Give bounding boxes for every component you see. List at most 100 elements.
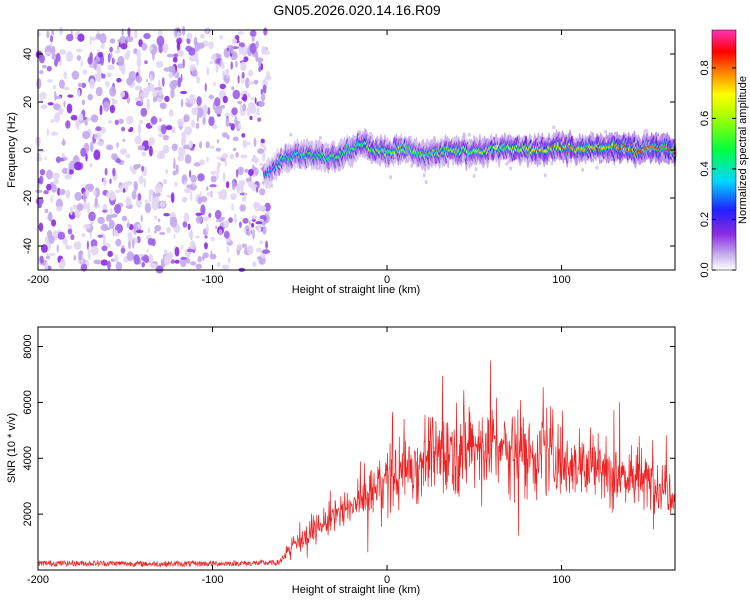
- noise-blob: [138, 175, 144, 185]
- noise-blob: [36, 156, 43, 162]
- noise-blob: [195, 122, 200, 129]
- noise-blob: [107, 260, 111, 270]
- noise-blob: [215, 225, 218, 229]
- noise-blob: [100, 43, 105, 49]
- noise-blob: [93, 59, 98, 71]
- colorbar-tick-label: 0.2: [699, 212, 711, 227]
- noise-blob: [257, 57, 264, 63]
- noise-blob: [261, 46, 267, 55]
- noise-blob: [111, 97, 115, 103]
- noise-blob: [50, 131, 59, 136]
- noise-blob: [175, 164, 179, 175]
- noise-blob: [125, 180, 133, 186]
- snr-line: [37, 360, 676, 568]
- noise-blob: [180, 256, 188, 260]
- colorbar-tick-label: 0.0: [699, 262, 711, 277]
- noise-blob: [260, 88, 263, 95]
- noise-blob: [251, 222, 255, 228]
- noise-blob: [241, 196, 245, 202]
- noise-blob: [46, 30, 50, 38]
- noise-blob: [195, 56, 199, 66]
- noise-blob: [266, 70, 271, 79]
- noise-blob: [60, 258, 66, 269]
- noise-blob: [257, 148, 265, 154]
- noise-blob: [78, 250, 83, 261]
- noise-blob: [197, 256, 202, 263]
- noise-blob: [147, 227, 151, 234]
- noise-blob: [141, 261, 145, 268]
- noise-blob: [260, 63, 264, 71]
- noise-blob: [231, 107, 238, 116]
- noise-blob: [144, 257, 150, 264]
- noise-blob: [235, 152, 239, 158]
- noise-blob: [76, 122, 80, 131]
- noise-blob: [85, 152, 88, 162]
- y-tick-label: 4000: [22, 446, 34, 470]
- noise-blob: [183, 114, 190, 123]
- noise-blob: [178, 146, 186, 157]
- noise-blob: [80, 147, 87, 157]
- noise-blob: [148, 189, 154, 196]
- noise-blob: [188, 230, 194, 239]
- noise-blob: [70, 114, 78, 121]
- noise-blob: [152, 96, 157, 103]
- noise-blob: [157, 133, 165, 138]
- noise-blob: [241, 133, 246, 138]
- noise-blob: [112, 167, 116, 177]
- noise-blob: [230, 61, 233, 70]
- noise-blob: [63, 100, 66, 108]
- noise-blob: [229, 153, 235, 160]
- noise-blob: [232, 136, 239, 142]
- noise-blob: [126, 251, 134, 262]
- noise-blob: [239, 221, 242, 228]
- noise-blob: [181, 197, 188, 203]
- noise-blob: [71, 70, 80, 80]
- noise-blob: [256, 223, 262, 233]
- noise-blob: [221, 264, 230, 270]
- noise-blob: [121, 28, 124, 37]
- noise-blob: [254, 97, 257, 104]
- noise-blob: [106, 72, 112, 78]
- noise-blob: [73, 241, 82, 250]
- noise-blob: [121, 215, 128, 222]
- noise-blob: [105, 80, 110, 88]
- noise-blob: [218, 229, 223, 236]
- noise-blob: [101, 245, 108, 252]
- noise-blob: [186, 258, 191, 264]
- noise-blob: [51, 184, 57, 193]
- noise-blob: [43, 190, 49, 195]
- noise-blob: [206, 223, 209, 233]
- noise-blob: [147, 238, 154, 246]
- noise-blob: [250, 97, 254, 101]
- noise-blob: [262, 225, 267, 235]
- noise-blob: [231, 203, 234, 211]
- noise-blob: [200, 33, 205, 39]
- noise-blob: [154, 215, 158, 220]
- noise-blob: [109, 86, 117, 97]
- noise-blob: [143, 87, 150, 98]
- noise-blob: [242, 103, 247, 112]
- snr-panel: -200 -100 0 100 2000 4000 6000 8000 Height of …: [6, 326, 676, 596]
- noise-blob: [132, 239, 135, 249]
- noise-blob: [59, 49, 67, 55]
- noise-blob: [86, 240, 89, 250]
- noise-blob: [146, 98, 150, 110]
- noise-blob: [80, 60, 83, 67]
- noise-blob: [137, 193, 142, 201]
- noise-blob: [134, 97, 142, 101]
- noise-blob: [209, 145, 215, 149]
- noise-blob: [202, 252, 209, 259]
- noise-blob: [206, 156, 209, 163]
- noise-blob: [83, 223, 91, 230]
- noise-blob: [134, 29, 138, 39]
- noise-blob: [255, 50, 259, 61]
- noise-blob: [152, 50, 155, 61]
- noise-blob: [209, 60, 213, 65]
- noise-blob: [135, 75, 143, 83]
- noise-blob: [94, 196, 98, 207]
- y-tick-label: 0: [22, 147, 34, 153]
- spectrogram-x-ticks: -200 -100 0 100: [27, 30, 571, 286]
- noise-blob: [193, 36, 198, 46]
- noise-blob: [76, 55, 82, 61]
- noise-blob: [48, 211, 53, 222]
